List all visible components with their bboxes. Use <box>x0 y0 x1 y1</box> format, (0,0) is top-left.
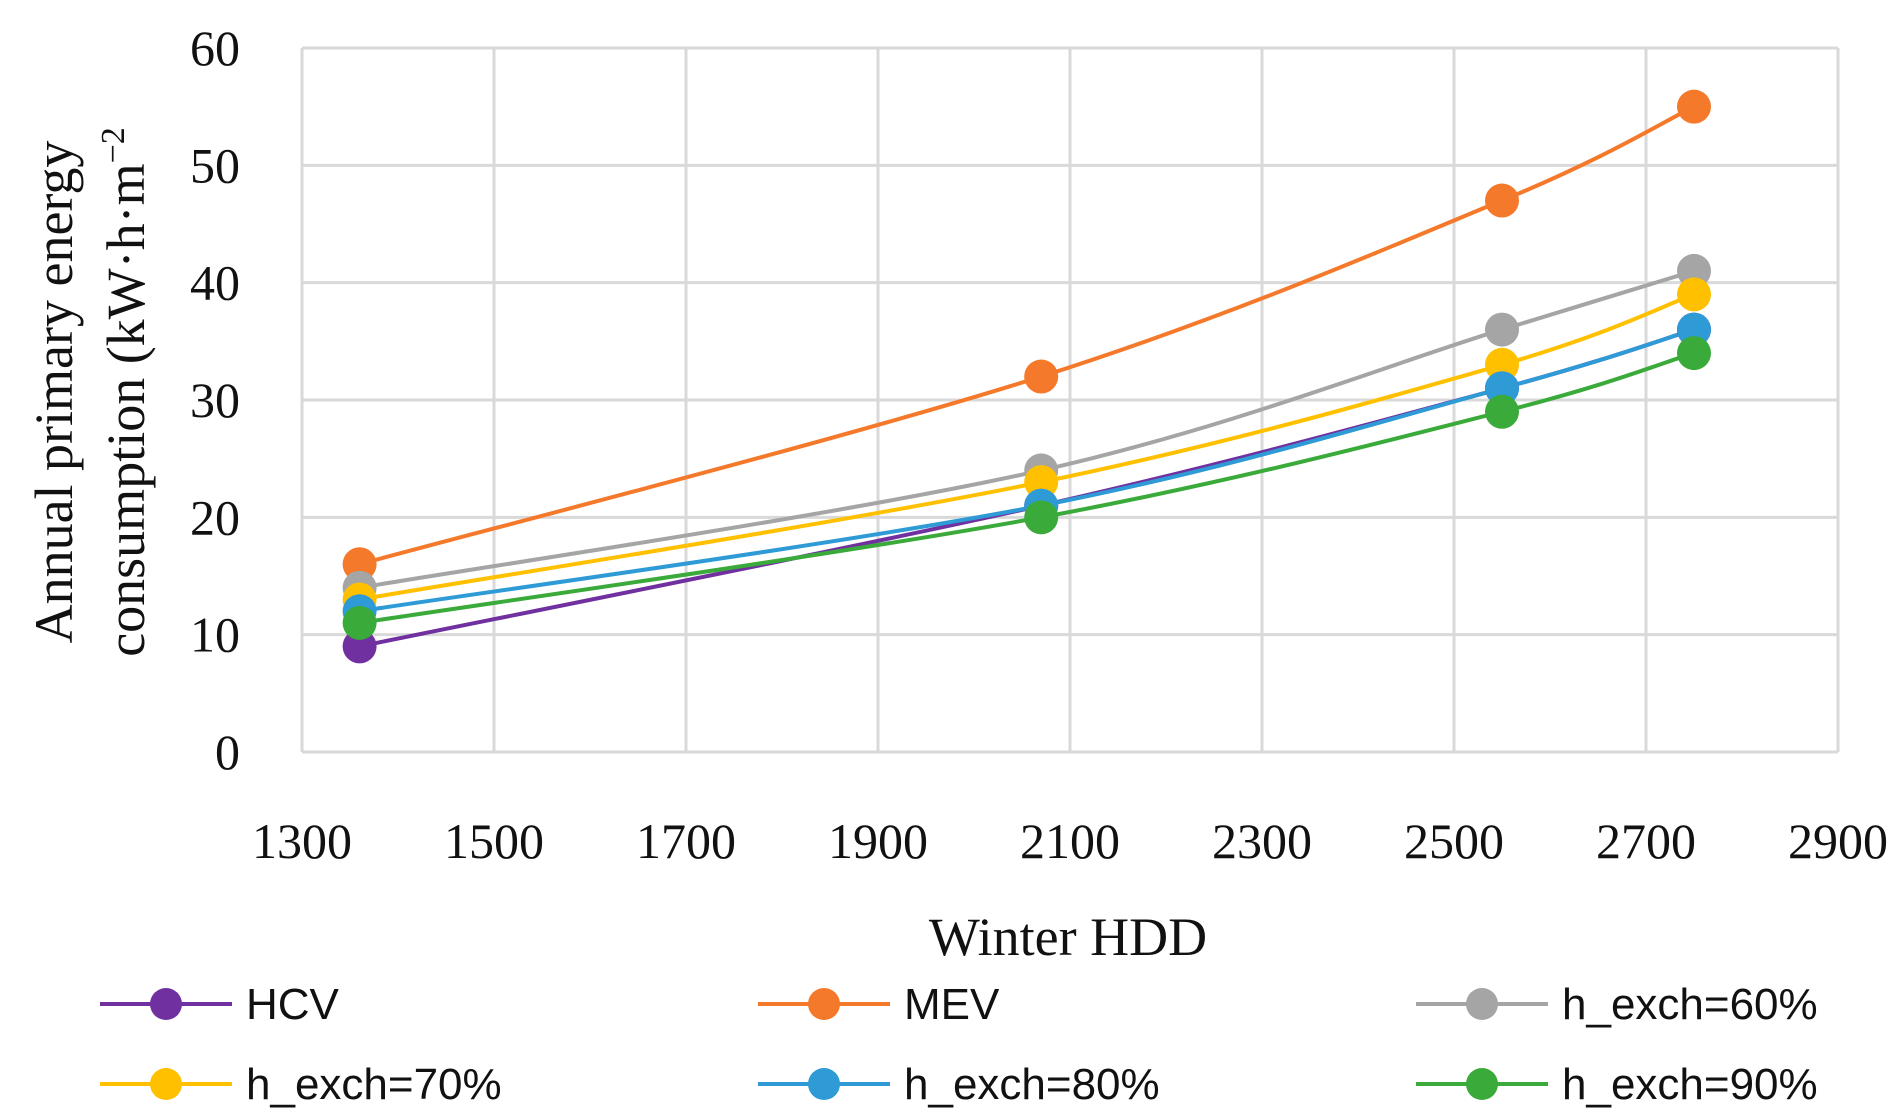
series-line-h-exch-80 <box>359 327 1695 614</box>
tick-labels: 0 10 20 30 40 50 60 1300 1500 1700 1900 2100 2300 250… <box>190 20 1888 869</box>
y-axis-title-2: consumption (kW·h·m−2 <box>95 127 156 657</box>
legend-swatch-marker <box>150 988 182 1020</box>
y-tick-label: 10 <box>190 607 240 663</box>
data-point-mev <box>342 547 377 582</box>
y-axis-title-line1: Annual primary energy <box>24 141 84 644</box>
x-tick-label: 2900 <box>1788 813 1888 869</box>
legend: HCV MEV h_exch=60% h_exch=70% h_exch=80% h_ex… <box>100 980 1818 1109</box>
y-tick-label: 30 <box>190 372 240 428</box>
legend-label: MEV <box>904 980 1000 1029</box>
x-tick-label: 2500 <box>1404 813 1504 869</box>
legend-swatch-marker <box>1466 988 1498 1020</box>
data-point-h-exch-70 <box>1677 277 1711 312</box>
legend-swatch-marker <box>808 1068 840 1100</box>
legend-label: h_exch=70% <box>246 1060 502 1109</box>
legend-item-h-exch-90: h_exch=90% <box>1416 1060 1818 1109</box>
legend-label: h_exch=80% <box>904 1060 1160 1109</box>
legend-item-h-exch-60: h_exch=60% <box>1416 980 1818 1029</box>
series-line-h-exch-90 <box>359 351 1695 625</box>
data-point-mev <box>1677 89 1711 124</box>
data-point-h-exch-90 <box>342 605 377 640</box>
y-axis-title-line2-main: consumption (kW·h·m <box>96 163 156 656</box>
legend-swatch-marker <box>808 988 840 1020</box>
data-point-h-exch-90 <box>1677 336 1711 371</box>
data-point-hcv <box>342 629 377 664</box>
y-tick-label: 0 <box>215 724 240 780</box>
data-point-mev <box>1485 183 1519 218</box>
legend-item-h-exch-80: h_exch=80% <box>758 1060 1160 1109</box>
data-point-h-exch-60 <box>1677 253 1711 288</box>
x-tick-label: 1700 <box>636 813 736 869</box>
y-tick-label: 40 <box>190 255 240 311</box>
data-point-h-exch-90 <box>1024 500 1059 535</box>
data-point-mev <box>1024 359 1059 394</box>
y-tick-label: 20 <box>190 489 240 545</box>
y-tick-label: 60 <box>190 20 240 76</box>
data-point-h-exch-80 <box>1485 371 1519 406</box>
series-line-h-exch-70 <box>359 292 1695 602</box>
y-tick-label: 50 <box>190 137 240 193</box>
legend-item-h-exch-70: h_exch=70% <box>100 1060 502 1109</box>
x-axis-title: Winter HDD <box>929 907 1207 967</box>
legend-item-hcv: HCV <box>100 980 340 1029</box>
legend-swatch-marker <box>150 1068 182 1100</box>
x-tick-label: 2700 <box>1596 813 1696 869</box>
data-point-h-exch-70 <box>1485 347 1519 382</box>
y-axis-title-superscript: −2 <box>95 127 132 163</box>
series-line-mev <box>359 104 1695 567</box>
data-point-h-exch-80 <box>1677 312 1711 347</box>
data-point-h-exch-60 <box>1485 312 1519 347</box>
legend-swatch-marker <box>1466 1068 1498 1100</box>
data-point-h-exch-90 <box>1485 394 1519 429</box>
x-tick-label: 1300 <box>252 813 352 869</box>
x-tick-label: 1900 <box>828 813 928 869</box>
x-tick-label: 2300 <box>1212 813 1312 869</box>
legend-label: HCV <box>246 980 340 1029</box>
y-axis-title: Annual primary energy <box>24 141 84 644</box>
legend-item-mev: MEV <box>758 980 1000 1029</box>
series-group <box>342 89 1711 664</box>
data-point-h-exch-70 <box>1024 465 1059 500</box>
series-line-h-exch-60 <box>359 269 1695 590</box>
x-tick-label: 2100 <box>1020 813 1120 869</box>
legend-label: h_exch=60% <box>1562 980 1818 1029</box>
legend-label: h_exch=90% <box>1562 1060 1818 1109</box>
y-axis-title-line2: consumption (kW·h·m−2 <box>95 127 156 657</box>
x-tick-label: 1500 <box>444 813 544 869</box>
